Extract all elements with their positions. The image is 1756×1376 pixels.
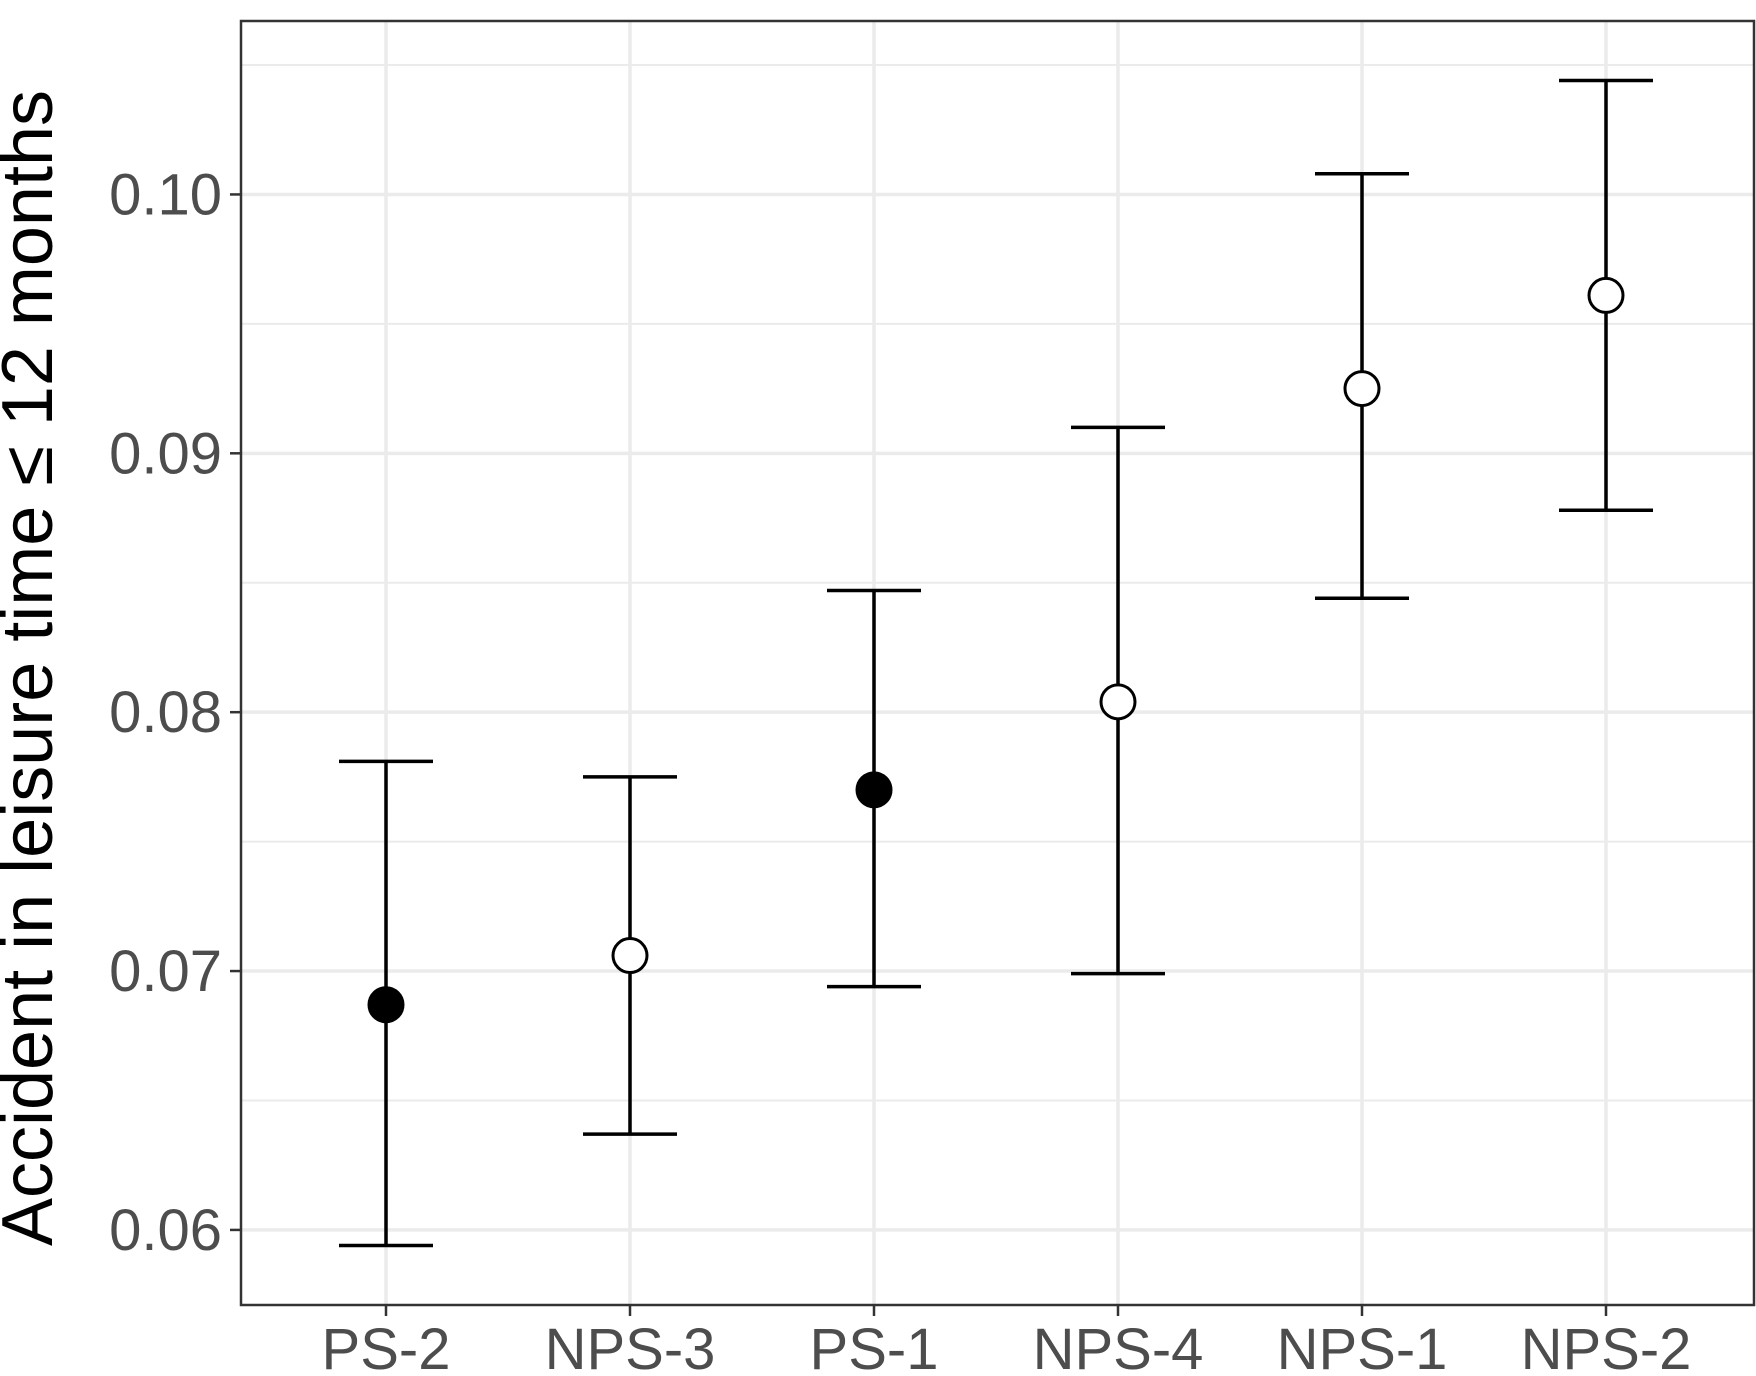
x-tick-label: PS-1	[810, 1317, 939, 1376]
y-tick-label: 0.10	[109, 162, 222, 227]
errorbar-group	[1559, 78, 1653, 513]
y-tick-label: 0.08	[109, 680, 222, 745]
open-point	[611, 937, 649, 975]
data-marks	[339, 78, 1653, 1248]
errorbar-group	[1315, 171, 1409, 601]
filled-point	[855, 771, 893, 809]
x-axis: PS-2 NPS-3 PS-1 NPS-4 NPS-1 NPS-2	[322, 1305, 1692, 1376]
plot-panel	[239, 19, 1756, 1307]
y-axis: 0.06 0.07 0.08 0.09 0.10	[109, 162, 241, 1263]
x-tick-label: NPS-1	[1277, 1317, 1448, 1376]
errorbar-group	[1071, 425, 1165, 976]
open-point	[1343, 370, 1381, 408]
gridlines	[241, 21, 1754, 1305]
y-tick-label: 0.06	[109, 1198, 222, 1263]
y-tick-label: 0.09	[109, 421, 222, 486]
y-tick-label: 0.07	[109, 939, 222, 1004]
y-axis-title: Accident in leisure time ≤ 12 months	[0, 90, 68, 1246]
errorbar-group	[583, 775, 677, 1136]
x-tick-label: NPS-3	[545, 1317, 716, 1376]
x-tick-label: NPS-2	[1521, 1317, 1692, 1376]
errorbar-group	[827, 588, 921, 989]
open-point	[1099, 683, 1137, 721]
filled-point	[367, 986, 405, 1024]
errorbar-group	[339, 759, 433, 1248]
open-point	[1587, 276, 1625, 314]
x-tick-label: PS-2	[322, 1317, 451, 1376]
x-tick-label: NPS-4	[1033, 1317, 1204, 1376]
